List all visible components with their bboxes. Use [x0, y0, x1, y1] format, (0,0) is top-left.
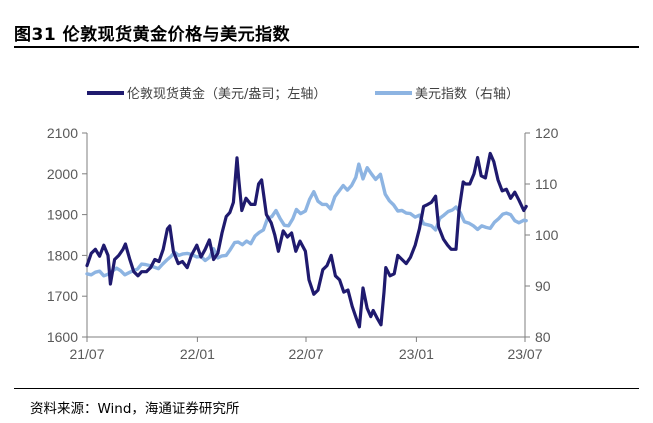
y-right-tick-label: 100 — [535, 227, 559, 243]
legend-label-gold: 伦敦现货黄金（美元/盎司；左轴） — [127, 86, 326, 102]
legend: 伦敦现货黄金（美元/盎司；左轴） 美元指数（右轴） — [87, 86, 519, 102]
series-group — [85, 151, 528, 329]
y-left-tick-label: 1900 — [47, 207, 78, 223]
x-tick-label: 21/07 — [69, 346, 104, 362]
series-line-gold — [85, 151, 528, 329]
x-tick-label: 23/07 — [507, 346, 542, 362]
y-right-tick-label: 110 — [535, 176, 558, 192]
y-right-tick-label: 120 — [535, 125, 559, 141]
y-left-tick-label: 1800 — [47, 247, 78, 263]
y-left-tick-label: 1700 — [47, 288, 78, 304]
y-left-tick-label: 1600 — [47, 329, 78, 345]
y-left-tick-label: 2000 — [47, 166, 78, 182]
chart-title: 图31 伦敦现货黄金价格与美元指数 — [14, 25, 291, 45]
y-left-tick-label: 2100 — [47, 125, 78, 141]
series-line-dxy — [85, 162, 528, 278]
axes: 1600 1700 1800 1900 2000 2100 80 90 100 110 120 21/… — [47, 125, 559, 362]
x-tick-label: 22/07 — [288, 346, 323, 362]
y-right-tick-label: 90 — [535, 278, 551, 294]
x-tick-label: 22/01 — [180, 346, 215, 362]
y-right-tick-label: 80 — [535, 329, 551, 345]
source-rule — [14, 388, 639, 389]
source-note: 资料来源：Wind，海通证券研究所 — [30, 401, 240, 417]
x-tick-label: 23/01 — [399, 346, 434, 362]
title-rule — [14, 46, 639, 48]
legend-label-dxy: 美元指数（右轴） — [415, 87, 519, 102]
